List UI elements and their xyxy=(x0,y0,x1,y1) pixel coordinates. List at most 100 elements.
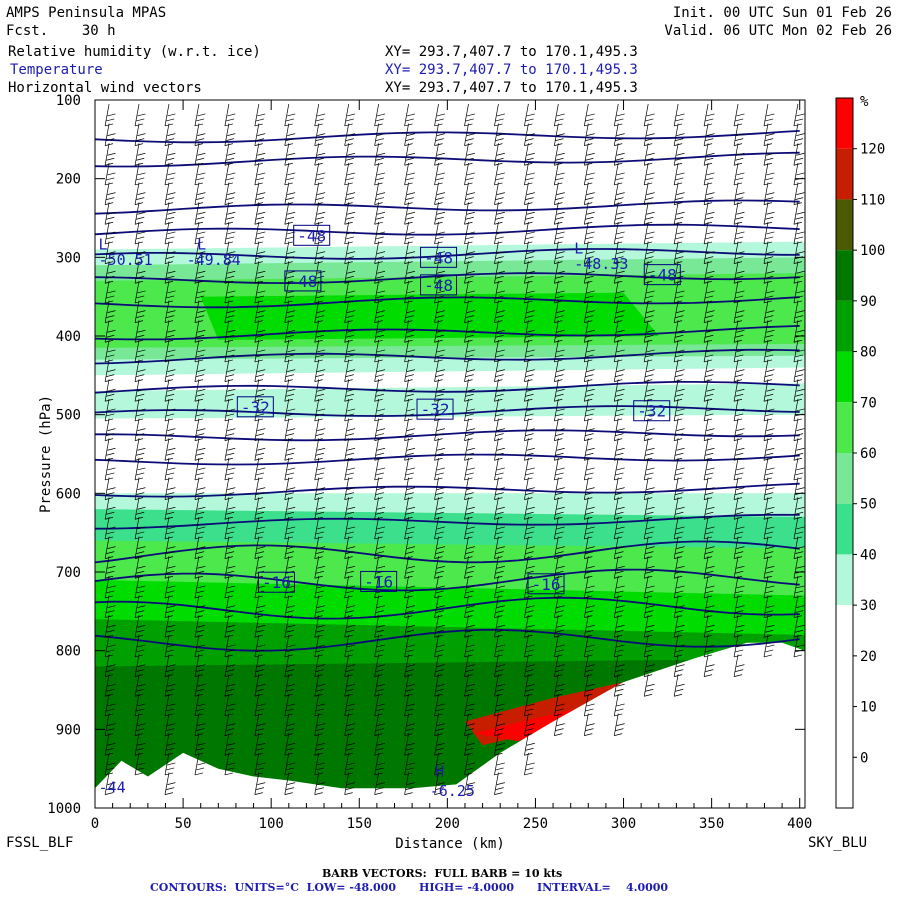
wind-barb xyxy=(134,418,146,441)
wind-barb xyxy=(524,418,535,441)
colorbar-swatch xyxy=(836,148,853,200)
wind-barb xyxy=(524,162,535,186)
wind-barb xyxy=(643,123,655,146)
contour-label: -48 xyxy=(424,276,453,295)
rh-band-mid-30 xyxy=(95,383,805,419)
wind-barb xyxy=(793,221,805,245)
wind-barb xyxy=(344,162,356,186)
wind-barb xyxy=(134,556,146,579)
colorbar-swatch xyxy=(836,351,853,403)
wind-barb xyxy=(284,615,296,638)
wind-barb xyxy=(284,182,296,205)
wind-barb xyxy=(374,713,386,736)
wind-barb xyxy=(554,103,565,127)
contour-label: -32 xyxy=(241,398,270,417)
wind-barb xyxy=(164,221,176,245)
wind-barb xyxy=(254,516,266,540)
field-xy-wind: XY= 293.7,407.7 to 170.1,495.3 xyxy=(385,80,638,96)
wind-barb xyxy=(793,615,805,638)
wind-barb xyxy=(284,123,296,146)
wind-barb xyxy=(404,438,416,461)
wind-barb xyxy=(554,261,565,284)
wind-barb xyxy=(524,261,535,284)
contour-label: -16 xyxy=(364,572,393,591)
wind-barb xyxy=(554,497,565,520)
wind-barb xyxy=(554,221,565,245)
wind-barb xyxy=(763,339,775,363)
wind-barb xyxy=(583,103,595,127)
wind-barb xyxy=(404,516,416,540)
wind-barb xyxy=(583,221,595,245)
x-tick-label: 200 xyxy=(435,816,460,832)
wind-barb xyxy=(314,497,326,520)
init-time: Init. 00 UTC Sun 01 Feb 26 xyxy=(672,5,892,21)
wind-barb xyxy=(763,280,775,304)
wind-barb xyxy=(464,320,475,343)
wind-barb xyxy=(583,123,595,146)
colorbar-label: 90 xyxy=(860,294,877,310)
wind-barb xyxy=(793,123,805,146)
wind-barb xyxy=(673,143,685,166)
extremum-label: -49.84 xyxy=(187,251,241,269)
wind-barb xyxy=(673,418,685,441)
wind-barb xyxy=(164,418,176,441)
wind-barb xyxy=(673,398,685,422)
axes: 0 50 100 150 200 250 300 350 400 100 200 300 400 500 6… xyxy=(38,93,812,852)
wind-barb xyxy=(763,320,775,343)
wind-barb xyxy=(254,221,266,245)
wind-barb xyxy=(613,261,625,284)
temperature-contour xyxy=(95,482,800,498)
wind-barb xyxy=(554,398,565,422)
wind-barb xyxy=(164,457,176,481)
wind-barb xyxy=(464,182,475,205)
wind-barb xyxy=(703,143,715,166)
wind-barb xyxy=(344,477,356,500)
wind-barb xyxy=(673,123,685,146)
wind-barb xyxy=(703,103,715,127)
x-tick-label: 100 xyxy=(259,816,284,832)
wind-barb xyxy=(554,162,565,186)
contour-label-box xyxy=(257,571,295,593)
wind-barb xyxy=(733,162,745,186)
forecast-hour: Fcst. 30 h xyxy=(6,23,116,39)
wind-barb xyxy=(194,103,206,127)
wind-barb xyxy=(793,202,805,225)
wind-barb xyxy=(254,143,266,166)
wind-barb xyxy=(104,772,116,795)
wind-barb xyxy=(613,438,625,461)
wind-barb xyxy=(164,693,176,717)
contour-label: -16 xyxy=(262,573,291,592)
wind-barb xyxy=(673,103,685,127)
wind-barb xyxy=(793,595,805,618)
wind-barb xyxy=(583,438,595,461)
wind-barb xyxy=(673,320,685,343)
wind-barb xyxy=(673,300,685,323)
wind-barb xyxy=(703,379,715,402)
colorbar-label: 110 xyxy=(860,192,885,208)
wind-barb xyxy=(374,261,386,284)
wind-barb xyxy=(104,103,116,127)
wind-barb xyxy=(524,438,535,461)
wind-barb xyxy=(494,182,505,205)
wind-barb xyxy=(224,379,236,402)
wind-barb xyxy=(104,280,116,304)
wind-barb xyxy=(314,103,326,127)
wind-barb xyxy=(104,674,116,697)
wind-barb xyxy=(793,536,805,559)
wind-barb xyxy=(224,300,236,323)
wind-barb xyxy=(104,536,116,559)
wind-barb xyxy=(464,261,475,284)
wind-barb xyxy=(613,674,625,697)
wind-barb xyxy=(494,477,505,500)
wind-barb xyxy=(194,595,206,618)
x-tick-label: 400 xyxy=(787,816,812,832)
wind-barb xyxy=(494,457,505,481)
wind-barb xyxy=(703,280,715,304)
wind-barb xyxy=(464,457,475,481)
wind-barb xyxy=(673,202,685,225)
wind-barb xyxy=(613,162,625,186)
wind-barb xyxy=(284,438,296,461)
temperature-contour xyxy=(95,540,800,564)
wind-barb xyxy=(374,103,386,127)
